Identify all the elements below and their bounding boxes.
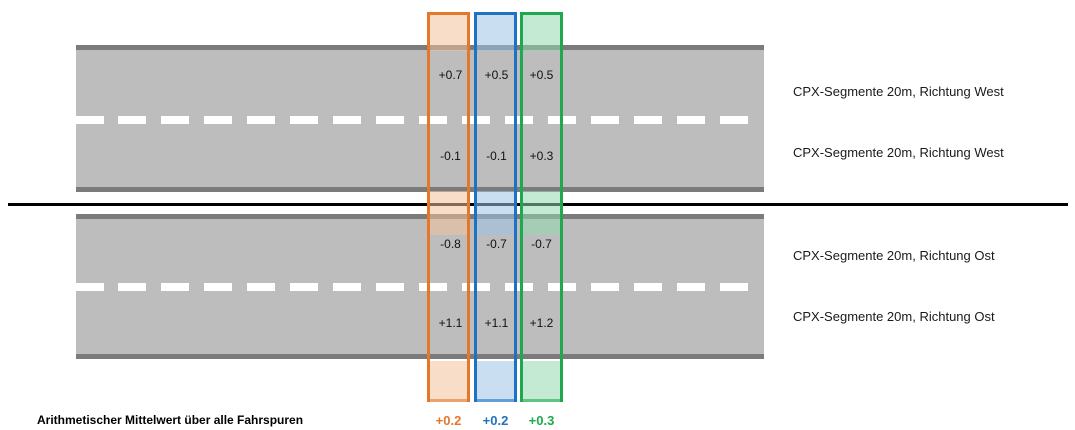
lane-dash	[419, 283, 447, 291]
lane-dash	[591, 283, 619, 291]
lane-value: +0.3	[529, 149, 554, 163]
lane-dash	[376, 283, 404, 291]
lane-dash	[634, 283, 662, 291]
lane-dash	[204, 283, 232, 291]
segment-box-orange	[427, 12, 470, 402]
lane-dash	[677, 116, 705, 124]
lane-value: -0.7	[486, 237, 507, 251]
average-value-orange: +0.2	[435, 413, 462, 428]
segment-fill	[477, 191, 514, 235]
segment-box-blue	[474, 12, 517, 402]
segment-fill	[523, 191, 560, 235]
lane-dash	[161, 283, 189, 291]
lane-label-west-2: CPX-Segmente 20m, Richtung West	[793, 145, 1004, 160]
lane-value: +1.2	[529, 316, 554, 330]
lane-value: +0.5	[484, 68, 509, 82]
lane-label-east-1: CPX-Segmente 20m, Richtung Ost	[793, 248, 995, 263]
lane-dash	[634, 116, 662, 124]
road-edge-west-bottom	[76, 187, 764, 192]
lane-dash	[333, 116, 361, 124]
segment-fill	[430, 361, 467, 402]
lane-dash	[333, 283, 361, 291]
lane-dash	[720, 116, 748, 124]
lane-label-west-1: CPX-Segmente 20m, Richtung West	[793, 84, 1004, 99]
lane-dash	[505, 283, 533, 291]
lane-dash	[376, 116, 404, 124]
road-edge-east-top	[76, 214, 764, 219]
segment-fill	[477, 361, 514, 402]
segment-fill	[523, 15, 560, 51]
lane-dash	[677, 283, 705, 291]
lane-dash	[591, 116, 619, 124]
segment-fill	[477, 15, 514, 51]
road-edge-west-top	[76, 45, 764, 50]
lane-dash	[76, 116, 104, 124]
lane-value: -0.1	[486, 149, 507, 163]
lane-dash	[161, 116, 189, 124]
lane-dash	[118, 116, 146, 124]
average-value-green: +0.3	[528, 413, 555, 428]
lane-value: +1.1	[438, 316, 463, 330]
average-value-blue: +0.2	[482, 413, 509, 428]
lane-dash	[419, 116, 447, 124]
lane-dash	[290, 116, 318, 124]
road-edge-east-bottom	[76, 354, 764, 359]
lane-value: +0.7	[438, 68, 463, 82]
lane-dash	[76, 283, 104, 291]
lane-dash	[204, 116, 232, 124]
lane-dash	[720, 283, 748, 291]
lane-value: -0.7	[531, 237, 552, 251]
lane-dash	[290, 283, 318, 291]
lane-value: +1.1	[484, 316, 509, 330]
lane-value: -0.1	[440, 149, 461, 163]
lane-dash	[118, 283, 146, 291]
segment-fill	[430, 15, 467, 51]
segment-box-green	[520, 12, 563, 402]
lane-label-east-2: CPX-Segmente 20m, Richtung Ost	[793, 309, 995, 324]
lane-value: +0.5	[529, 68, 554, 82]
segment-fill	[523, 361, 560, 402]
lane-dash	[505, 116, 533, 124]
lane-value: -0.8	[440, 237, 461, 251]
lane-dash	[247, 283, 275, 291]
average-label: Arithmetischer Mittelwert über alle Fahr…	[37, 413, 304, 427]
lane-dash	[247, 116, 275, 124]
segment-fill	[430, 191, 467, 235]
